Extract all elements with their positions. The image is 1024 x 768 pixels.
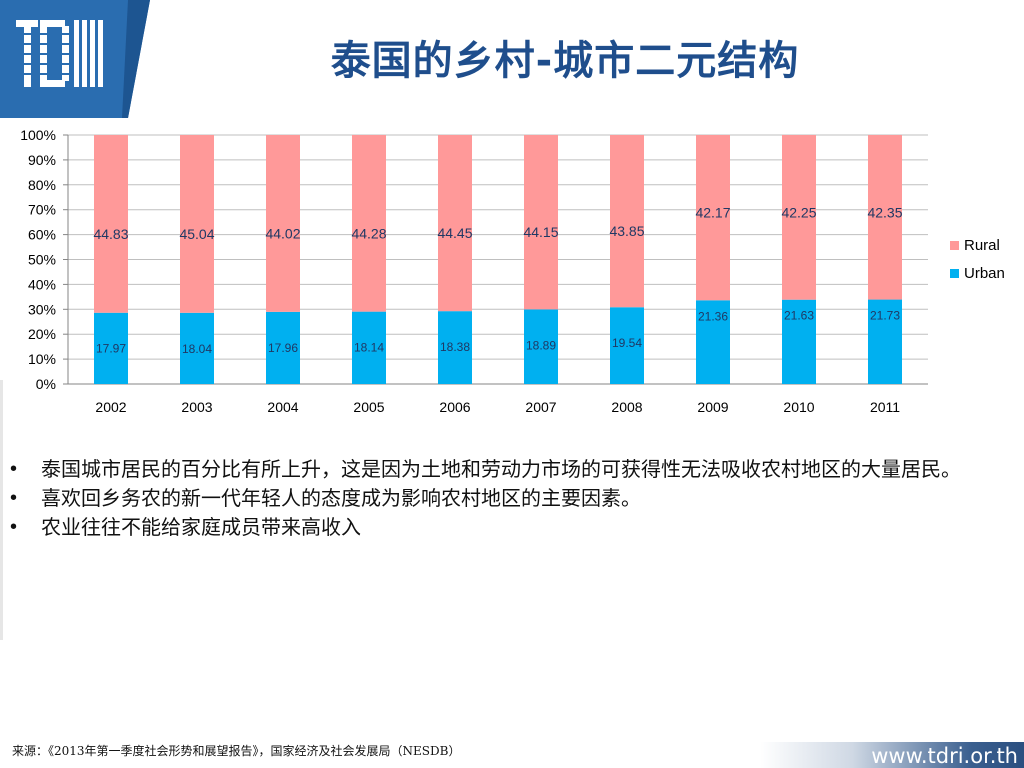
x-tick-label: 2004 bbox=[267, 399, 298, 415]
y-tick-label: 0% bbox=[36, 376, 56, 392]
data-label-urban: 21.73 bbox=[870, 309, 900, 323]
bullet-marker: • bbox=[10, 458, 18, 480]
x-tick-label: 2003 bbox=[181, 399, 212, 415]
data-label-rural: 43.85 bbox=[609, 223, 644, 239]
data-label-urban: 17.97 bbox=[96, 342, 126, 356]
legend-label: Urban bbox=[964, 265, 1005, 282]
x-tick-label: 2008 bbox=[611, 399, 642, 415]
x-tick-label: 2007 bbox=[525, 399, 556, 415]
data-label-urban: 21.36 bbox=[698, 309, 728, 323]
y-tick-label: 100% bbox=[20, 127, 56, 143]
bullet-marker: • bbox=[10, 516, 18, 538]
footer-band bbox=[760, 742, 1024, 768]
data-label-rural: 42.17 bbox=[695, 205, 730, 221]
data-label-urban: 17.96 bbox=[268, 341, 298, 355]
bar-rural bbox=[180, 135, 214, 313]
x-tick-label: 2005 bbox=[353, 399, 384, 415]
data-label-rural: 44.45 bbox=[437, 225, 472, 241]
data-label-rural: 44.28 bbox=[351, 225, 386, 241]
data-label-rural: 44.83 bbox=[93, 226, 128, 242]
bar-urban bbox=[266, 311, 300, 384]
data-label-urban: 18.14 bbox=[354, 341, 384, 355]
y-tick-label: 30% bbox=[28, 301, 56, 317]
bar-urban bbox=[782, 299, 816, 384]
divider bbox=[0, 380, 3, 640]
bar-urban bbox=[94, 312, 128, 384]
bar-urban bbox=[868, 299, 902, 384]
y-tick-label: 70% bbox=[28, 202, 56, 218]
bullet-item: • 喜欢回乡务农的新一代年轻人的态度成为影响农村地区的主要因素。 bbox=[10, 484, 1000, 512]
bullet-item: • 泰国城市居民的百分比有所上升，这是因为土地和劳动力市场的可获得性无法吸收农村地… bbox=[10, 455, 1000, 483]
bullet-list: • 泰国城市居民的百分比有所上升，这是因为土地和劳动力市场的可获得性无法吸收农村地… bbox=[10, 455, 1000, 542]
bullet-text: 农业往往不能给家庭成员带来高收入 bbox=[41, 515, 361, 539]
data-label-urban: 19.54 bbox=[612, 336, 642, 350]
legend-swatch bbox=[950, 269, 959, 278]
x-tick-label: 2011 bbox=[870, 399, 900, 415]
y-tick-label: 50% bbox=[28, 252, 56, 268]
bar-rural bbox=[438, 135, 472, 312]
y-tick-label: 80% bbox=[28, 177, 56, 193]
bar-rural bbox=[524, 135, 558, 310]
legend-label: Rural bbox=[964, 237, 1000, 254]
bar-rural bbox=[868, 135, 902, 300]
bar-urban bbox=[180, 312, 214, 384]
bar-rural bbox=[94, 135, 128, 313]
data-label-urban: 18.04 bbox=[182, 342, 212, 356]
y-tick-label: 10% bbox=[28, 351, 56, 367]
data-label-rural: 45.04 bbox=[179, 226, 214, 242]
data-label-urban: 18.89 bbox=[526, 338, 556, 352]
x-tick-label: 2009 bbox=[697, 399, 728, 415]
data-label-rural: 42.25 bbox=[781, 204, 816, 220]
legend-swatch bbox=[950, 241, 959, 250]
bullet-item: • 农业往往不能给家庭成员带来高收入 bbox=[10, 513, 1000, 541]
bar-rural bbox=[352, 135, 386, 312]
y-tick-label: 40% bbox=[28, 276, 56, 292]
logo-tab bbox=[0, 0, 150, 118]
bar-rural bbox=[610, 135, 644, 308]
stacked-bar-chart: 0% 10% 20% 30% 40% 50% 60% 70% 80% 90% 100% 17.97 44… bbox=[20, 127, 1005, 415]
data-label-rural: 42.35 bbox=[867, 204, 902, 220]
data-label-rural: 44.02 bbox=[265, 225, 300, 241]
bullet-text: 喜欢回乡务农的新一代年轻人的态度成为影响农村地区的主要因素。 bbox=[41, 486, 641, 510]
footer-url: www.tdri.or.th bbox=[871, 744, 1018, 768]
data-label-rural: 44.15 bbox=[523, 224, 558, 240]
source-note: 来源：《2013年第一季度社会形势和展望报告》，国家经济及社会发展局（NESDB… bbox=[12, 744, 461, 758]
bar-urban bbox=[696, 300, 730, 384]
tdri-logo-icon bbox=[0, 0, 150, 118]
bar-urban bbox=[524, 309, 558, 384]
y-tick-label: 90% bbox=[28, 152, 56, 168]
x-tick-label: 2010 bbox=[783, 399, 814, 415]
x-tick-label: 2002 bbox=[95, 399, 126, 415]
bar-urban bbox=[352, 311, 386, 384]
bullet-marker: • bbox=[10, 487, 18, 509]
bullet-text: 泰国城市居民的百分比有所上升，这是因为土地和劳动力市场的可获得性无法吸收农村地区… bbox=[41, 457, 961, 481]
bar-rural bbox=[266, 135, 300, 312]
bar-urban bbox=[438, 311, 472, 384]
page-title: 泰国的乡村-城市二元结构 bbox=[330, 38, 800, 84]
y-tick-label: 20% bbox=[28, 326, 56, 342]
data-label-urban: 21.63 bbox=[784, 309, 814, 323]
y-tick-label: 60% bbox=[28, 227, 56, 243]
bar-urban bbox=[610, 307, 644, 384]
bar-rural bbox=[696, 135, 730, 301]
x-tick-label: 2006 bbox=[439, 399, 470, 415]
bar-rural bbox=[782, 135, 816, 300]
data-label-urban: 18.38 bbox=[440, 340, 470, 354]
